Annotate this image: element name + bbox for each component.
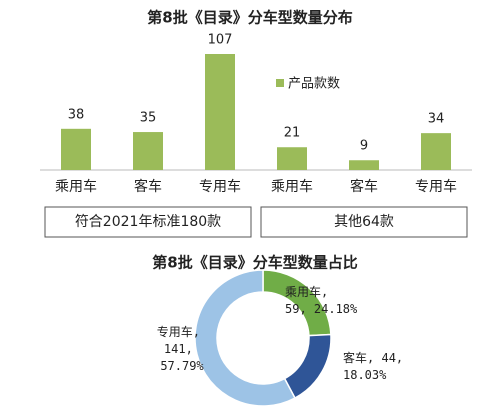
data-label-part: 141 [164, 342, 186, 356]
bar [61, 128, 91, 170]
data-label-part: 57.79% [160, 359, 204, 373]
data-label: 21 [284, 126, 301, 141]
data-label-part: 18.03% [343, 368, 387, 382]
data-label: 9 [360, 139, 368, 154]
x-tick-label: 乘用车 [271, 178, 313, 195]
data-label: 38 [68, 107, 85, 122]
x-tick-label: 专用车 [415, 178, 457, 195]
data-label-part: 44 [381, 351, 395, 365]
data-label: 乘用车, 59, 24.18% [285, 284, 358, 316]
bar-title: 第8批《目录》分车型数量分布 [147, 9, 352, 27]
bar [205, 54, 235, 170]
legend-swatch [276, 79, 284, 87]
data-label: 107 [208, 33, 233, 48]
x-tick-label: 客车 [134, 178, 162, 195]
data-label: 专用车, 141, 57.79% [157, 324, 207, 373]
group-box [44, 206, 252, 238]
data-label-part: 客车 [343, 350, 367, 365]
group-box [260, 206, 468, 238]
bar [133, 132, 163, 170]
donut-title: 第8批《目录》分车型数量占比 [152, 254, 357, 272]
group-label: 其他64款 [334, 214, 394, 230]
bar [421, 133, 451, 170]
legend-label: 产品款数 [288, 77, 340, 92]
group-label: 符合2021年标准180款 [75, 214, 221, 230]
x-tick-label: 乘用车 [55, 178, 97, 195]
data-label: 35 [140, 111, 157, 126]
donut-segment [194, 269, 296, 407]
bar [349, 160, 379, 170]
data-label-part: 24.18% [314, 302, 358, 316]
data-label-part: 乘用车 [285, 284, 321, 299]
data-label-part: 59 [285, 302, 299, 316]
data-label-part: 专用车 [157, 324, 193, 339]
bar [277, 147, 307, 170]
x-tick-label: 客车 [350, 178, 378, 195]
data-label: 客车, 44, 18.03% [343, 350, 410, 382]
data-label: 34 [428, 112, 445, 127]
x-tick-label: 专用车 [199, 178, 241, 195]
